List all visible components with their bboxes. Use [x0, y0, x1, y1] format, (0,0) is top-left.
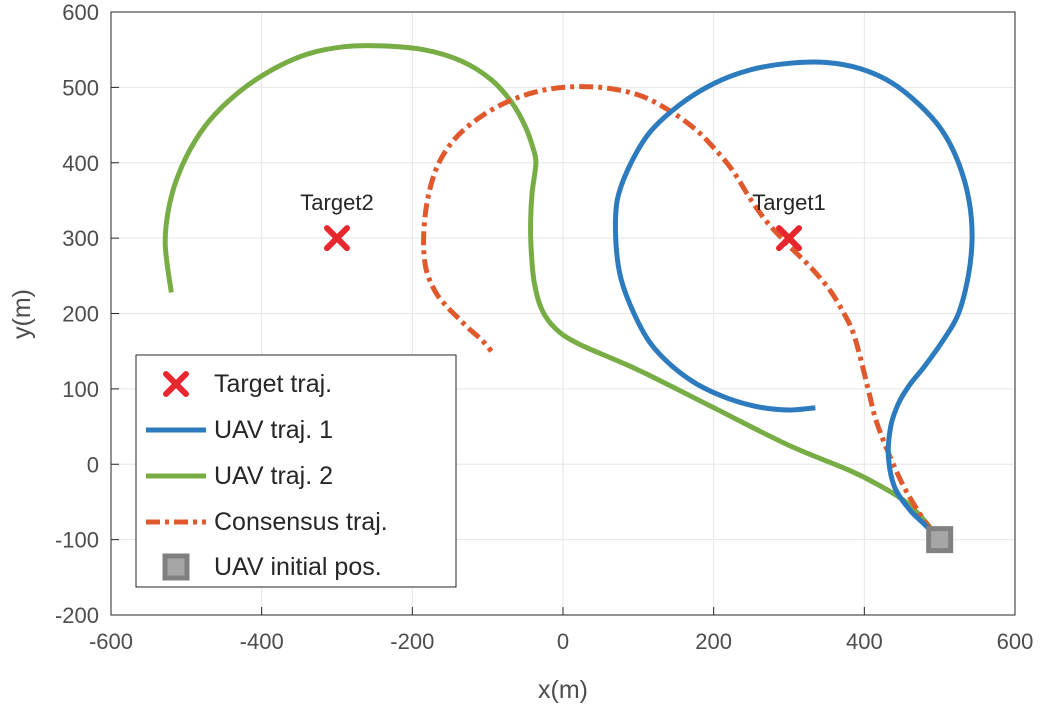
series-line-uav-traj-1: [612, 59, 975, 542]
series-line-consensus-traj: [421, 84, 935, 534]
annotations: Target1 Target2: [300, 190, 825, 215]
series-lines: [162, 43, 975, 542]
legend-symbol-initial: [162, 553, 190, 581]
y-tick-label: 0: [87, 452, 99, 477]
target-annotation: Target1: [752, 190, 825, 215]
y-tick-label: 500: [62, 75, 99, 100]
target-cross-stroke: [776, 225, 802, 252]
x-tick-label: 600: [997, 629, 1034, 654]
legend-label-initial: UAV initial pos.: [214, 553, 382, 581]
x-tick-label: 400: [846, 629, 883, 654]
target-marker: [324, 225, 350, 252]
x-axis-title: x(m): [538, 676, 588, 704]
legend-label-target: Target traj.: [214, 370, 332, 398]
x-tick-label: -400: [240, 629, 284, 654]
y-tick-label: 300: [62, 226, 99, 251]
y-tick-label: 600: [62, 0, 99, 25]
markers: [324, 225, 954, 554]
y-tick-label: -200: [55, 603, 99, 628]
axis-ticks: -600 -400 -200 0 200 400 600 -200 -100 0 100 200 300…: [55, 0, 1033, 654]
x-tick-label: -200: [390, 629, 434, 654]
legend-label-consensus: Consensus traj.: [214, 508, 388, 536]
target-annotation: Target2: [300, 190, 373, 215]
x-tick-label: -600: [89, 629, 133, 654]
y-tick-label: -100: [55, 528, 99, 553]
target-cross-stroke: [163, 371, 189, 397]
y-tick-label: 200: [62, 302, 99, 327]
legend-box: [135, 354, 457, 588]
legend-symbol-target: [163, 371, 189, 397]
legend-label-uav2: UAV traj. 2: [214, 462, 333, 490]
y-tick-label: 400: [62, 151, 99, 176]
y-tick-label: 100: [62, 377, 99, 402]
legend: Target traj. UAV traj. 1 UAV traj. 2 Con…: [135, 354, 457, 588]
series-line-uav-traj-2: [162, 43, 942, 542]
y-axis-title: y(m): [8, 289, 36, 339]
x-tick-label: 0: [557, 629, 569, 654]
initial-position-marker: [926, 526, 954, 554]
legend-label-uav1: UAV traj. 1: [214, 416, 333, 444]
x-tick-label: 200: [695, 629, 732, 654]
target-cross-stroke: [324, 225, 350, 252]
initial-square: [162, 553, 190, 581]
target-marker: [776, 225, 802, 252]
initial-square: [926, 526, 954, 554]
